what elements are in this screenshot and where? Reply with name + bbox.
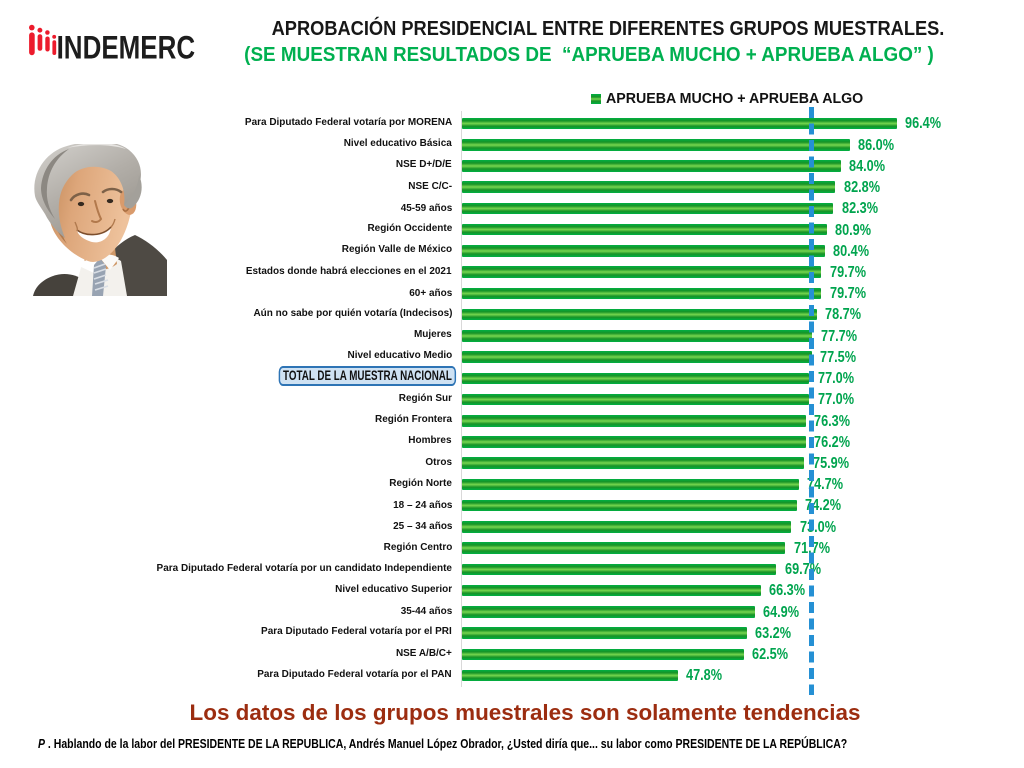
- svg-text:INDEMERC: INDEMERC: [57, 30, 196, 65]
